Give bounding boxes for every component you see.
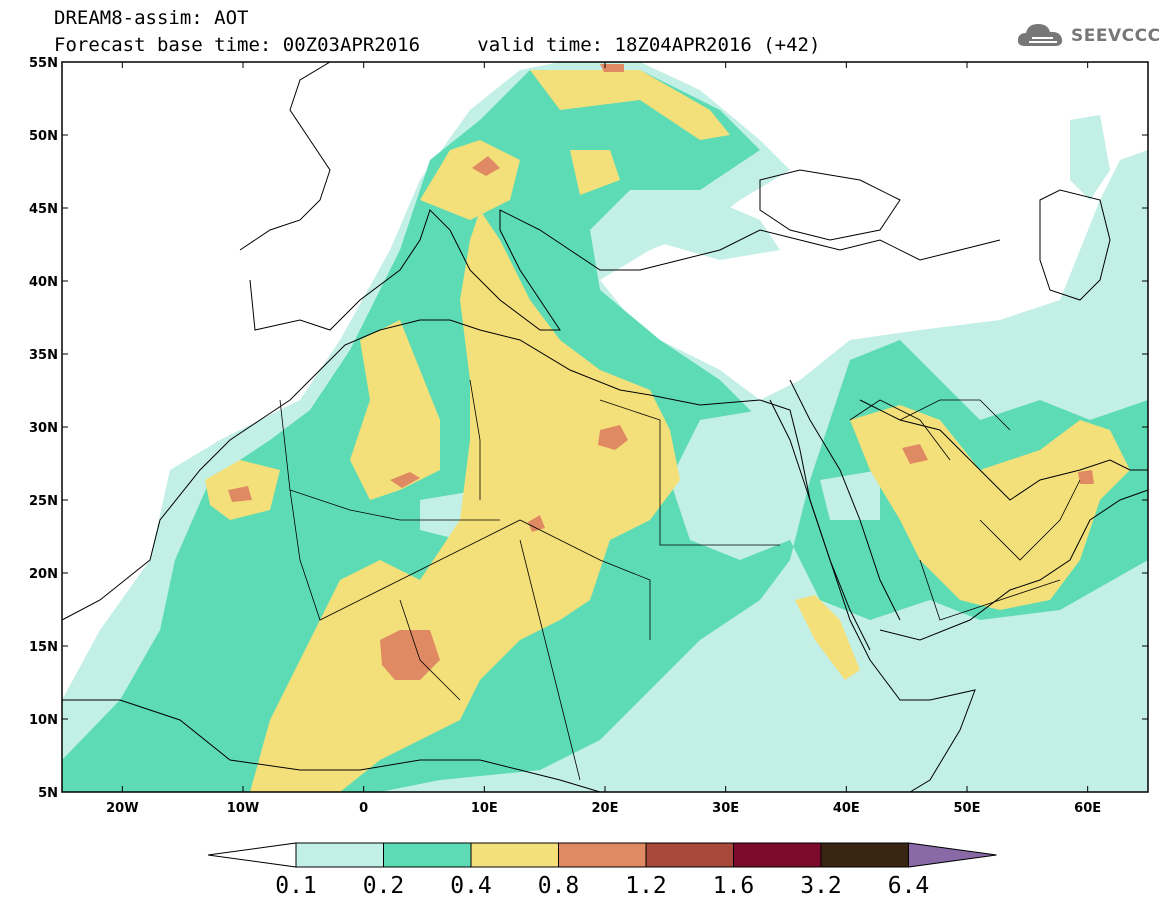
lon-tick-label: 10E — [471, 801, 498, 816]
aot-region-high-baltic — [530, 70, 730, 140]
seevccc-logo: SEEVCCC — [1017, 20, 1160, 50]
lon-tick-label: 30E — [712, 801, 739, 816]
colorbar-segment — [470, 842, 559, 868]
map-axes: 55N 50N 45N 40N 35N 30N 25N 20N 15N 10N 5N 20W 10W 0 1… — [29, 56, 1148, 816]
colorbar-segment — [383, 842, 472, 868]
aot-region-very-high-baltic — [600, 64, 624, 72]
aot-region-high-west — [350, 320, 440, 500]
coast-atlantic-europe — [239, 62, 331, 251]
aot-region-very-high-chad — [528, 515, 545, 532]
colorbar-label: 0.4 — [450, 873, 492, 899]
aot-region-low-hole-1 — [670, 410, 790, 560]
lat-tick-label: 55N — [29, 56, 58, 71]
colorbar-label: 3.2 — [800, 873, 842, 899]
coast-black-sea — [759, 169, 901, 241]
border-2 — [849, 399, 1081, 621]
coast-caspian — [1039, 189, 1111, 301]
coast-arabian-gulf — [859, 399, 1148, 501]
border-1 — [279, 379, 780, 781]
aot-region-very-high-alps — [472, 156, 500, 176]
lon-tick-label: 0 — [359, 801, 368, 816]
aot-region-very-high-mauritania — [228, 486, 252, 502]
colorbar-under-triangle — [207, 842, 297, 868]
aot-region-very-high-algeria — [390, 472, 420, 488]
lon-tick-label: 20W — [106, 801, 138, 816]
aot-region-very-high-iraq — [902, 444, 928, 464]
cloud-icon — [1017, 24, 1063, 46]
aot-region-very-high-libya — [598, 425, 628, 450]
aot-field — [62, 62, 1148, 792]
coast-europe — [249, 209, 1001, 331]
colorbar-segment — [645, 842, 734, 868]
logo-text: SEEVCCC — [1071, 26, 1161, 46]
coast-west-africa — [62, 319, 976, 792]
lon-tick-label: 50E — [954, 801, 981, 816]
forecast-times: Forecast base time: 00Z03APR2016 valid t… — [54, 35, 820, 55]
aot-region-low-balkans — [620, 190, 780, 260]
coast-red-sea — [769, 379, 901, 651]
colorbar-segment — [558, 842, 647, 868]
colorbar-label: 1.2 — [625, 873, 667, 899]
lat-tick-label: 40N — [29, 275, 58, 290]
colorbar-label: 1.6 — [713, 873, 755, 899]
lat-tick-label: 20N — [29, 567, 58, 582]
aot-region-high — [250, 210, 680, 792]
valid-time-label: valid time: 18Z04APR2016 (+42) — [477, 34, 821, 56]
lat-tick-label: 10N — [29, 713, 58, 728]
aot-region-high-sudan — [795, 595, 860, 680]
lat-tick-label: 5N — [38, 786, 58, 801]
lat-tick-label: 30N — [29, 421, 58, 436]
colorbar-segment — [295, 842, 384, 868]
aot-region-very-high-niger — [380, 630, 440, 680]
colorbar-label: 0.1 — [275, 873, 317, 899]
colorbar: 0.1 0.2 0.4 0.8 1.2 1.6 3.2 6.4 — [207, 842, 997, 899]
map-title: DREAM8-assim: AOT — [54, 7, 249, 29]
colorbar-label: 6.4 — [888, 873, 930, 899]
lat-tick-label: 15N — [29, 640, 58, 655]
lon-tick-label: 60E — [1074, 801, 1101, 816]
aot-region-high-hungary — [570, 150, 620, 195]
coast-gulf-of-guinea — [62, 699, 601, 792]
colorbar-segment — [820, 842, 909, 868]
base-time-label: Forecast base time: 00Z03APR2016 — [54, 34, 421, 56]
colorbar-over-triangle — [908, 842, 997, 868]
coast-arabia-south — [879, 489, 1148, 641]
lat-tick-label: 45N — [29, 202, 58, 217]
lon-tick-label: 40E — [833, 801, 860, 816]
lat-tick-label: 35N — [29, 348, 58, 363]
lon-tick-label: 10W — [227, 801, 259, 816]
lat-tick-label: 50N — [29, 129, 58, 144]
aot-region-high-north — [420, 140, 520, 220]
coastlines — [62, 62, 1148, 792]
colorbar-label: 0.8 — [538, 873, 580, 899]
aot-region-low-east — [1070, 115, 1110, 200]
colorbar-segment — [733, 842, 822, 868]
lat-tick-label: 25N — [29, 494, 58, 509]
colorbar-label: 0.2 — [363, 873, 405, 899]
aot-region-very-high-uae — [1078, 470, 1094, 484]
lon-tick-label: 20E — [592, 801, 619, 816]
